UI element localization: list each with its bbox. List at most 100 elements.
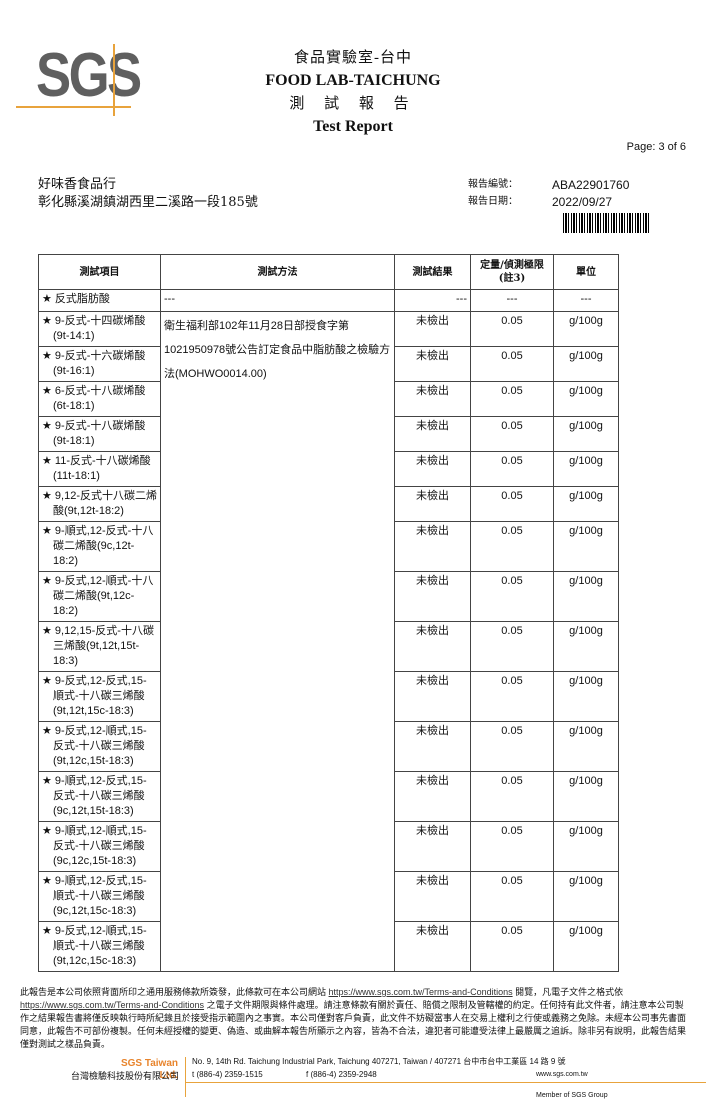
unit-cell: g/100g — [553, 771, 619, 822]
limit-cell: 0.05 — [470, 621, 554, 672]
limit-cell: --- — [470, 289, 554, 312]
limit-cell: 0.05 — [470, 381, 554, 417]
disclaimer-text: 閱覽，凡電子文件之格式依 — [515, 987, 624, 997]
footer: SGS Taiwan Ltd. 台灣檢驗科技股份有限公司 No. 9, 14th… — [0, 1057, 706, 1107]
report-title-zh: 測 試 報 告 — [289, 96, 417, 112]
result-cell: 未檢出 — [394, 416, 471, 452]
unit-cell: g/100g — [553, 671, 619, 722]
result-cell: 未檢出 — [394, 521, 471, 572]
unit-cell: g/100g — [553, 821, 619, 872]
col-header-result: 測試結果 — [394, 254, 471, 290]
footer-address: No. 9, 14th Rd. Taichung Industrial Park… — [192, 1057, 566, 1066]
unit-cell: g/100g — [553, 921, 619, 972]
result-cell: 未檢出 — [394, 671, 471, 722]
table-row: ★ 9-反式,12-順式,15-反式-十八碳三烯酸(9t,12c,15t-18:… — [38, 721, 619, 772]
disclaimer: 此報告是本公司依照背面所印之通用服務條款所簽發，此條款可在本公司網站 https… — [20, 986, 690, 1051]
col-header-unit: 單位 — [553, 254, 619, 290]
item-cell: ★ 9-順式,12-反式,15-反式-十八碳三烯酸(9c,12t,15t-18:… — [38, 771, 161, 822]
report-date: 2022/09/27 — [552, 195, 613, 209]
item-cell: ★ 9-反式,12-順式-十八碳二烯酸(9t,12c-18:2) — [38, 571, 161, 622]
footer-company-zh: 台灣檢驗科技股份有限公司 — [70, 1072, 179, 1082]
method-cell: --- — [160, 289, 395, 312]
result-cell: 未檢出 — [394, 621, 471, 672]
footer-divider — [185, 1057, 186, 1097]
table-row: ★ 9,12-反式十八碳二烯酸(9t,12t-18:2) 未檢出 0.05 g/100… — [38, 486, 619, 522]
results-table: 測試項目 測試方法 測試結果 定量/偵測極限(註3) 單位 ★ 反式脂肪酸 --… — [38, 254, 619, 972]
limit-cell: 0.05 — [470, 346, 554, 382]
limit-cell: 0.05 — [470, 571, 554, 622]
limit-cell: 0.05 — [470, 311, 554, 347]
table-row: ★ 反式脂肪酸 --- --- --- --- — [38, 289, 619, 312]
lab-name-en: FOOD LAB-TAICHUNG — [265, 72, 441, 89]
limit-cell: 0.05 — [470, 521, 554, 572]
item-cell: ★ 9-反式,12-反式,15-順式-十八碳三烯酸(9t,12t,15c-18:… — [38, 671, 161, 722]
table-row: ★ 9-順式,12-反式,15-反式-十八碳三烯酸(9c,12t,15t-18:… — [38, 771, 619, 822]
table-header-row: 測試項目 測試方法 測試結果 定量/偵測極限(註3) 單位 — [38, 254, 619, 290]
col-header-limit: 定量/偵測極限(註3) — [470, 254, 554, 290]
item-cell: ★ 6-反式-十八碳烯酸(6t-18:1) — [38, 381, 161, 417]
limit-cell: 0.05 — [470, 671, 554, 722]
item-cell: ★ 9,12-反式十八碳二烯酸(9t,12t-18:2) — [38, 486, 161, 522]
limit-cell: 0.05 — [470, 771, 554, 822]
footer-web: www.sgs.com.tw — [536, 1071, 588, 1078]
limit-cell: 0.05 — [470, 416, 554, 452]
logo-line — [113, 44, 115, 116]
unit-cell: g/100g — [553, 381, 619, 417]
lab-name-zh: 食品實驗室-台中 — [294, 50, 412, 66]
unit-cell: g/100g — [553, 871, 619, 922]
item-cell: ★ 反式脂肪酸 — [38, 289, 161, 312]
limit-cell: 0.05 — [470, 721, 554, 772]
table-row: ★ 9-反式-十六碳烯酸(9t-16:1) 未檢出 0.05 g/100g — [38, 346, 619, 382]
result-cell: 未檢出 — [394, 486, 471, 522]
table-row: ★ 9-反式-十四碳烯酸(9t-14:1) 衛生福利部102年11月28日部授食字… — [38, 311, 619, 972]
footer-member: Member of SGS Group — [536, 1092, 608, 1099]
table-row: ★ 11-反式-十八碳烯酸(11t-18:1) 未檢出 0.05 g/100g — [38, 451, 619, 487]
result-cell: 未檢出 — [394, 571, 471, 622]
item-cell: ★ 9-反式-十八碳烯酸(9t-18:1) — [38, 416, 161, 452]
limit-cell: 0.05 — [470, 921, 554, 972]
limit-cell: 0.05 — [470, 821, 554, 872]
item-cell: ★ 9-順式,12-反式-十八碳二烯酸(9c,12t-18:2) — [38, 521, 161, 572]
table-row: ★ 9-反式,12-順式,15-順式-十八碳三烯酸(9t,12c,15c-18:… — [38, 921, 619, 972]
unit-cell: g/100g — [553, 311, 619, 347]
result-cell: 未檢出 — [394, 721, 471, 772]
footer-tel: t (886-4) 2359-1515 — [192, 1070, 263, 1079]
result-cell: 未檢出 — [394, 381, 471, 417]
unit-cell: g/100g — [553, 721, 619, 772]
result-cell: 未檢出 — [394, 451, 471, 487]
unit-cell: g/100g — [553, 521, 619, 572]
footer-divider — [185, 1082, 706, 1083]
barcode — [563, 213, 651, 233]
terms-link[interactable]: https://www.sgs.com.tw/Terms-and-Conditi… — [328, 987, 513, 997]
logo-text: SGS — [36, 41, 142, 110]
col-header-method: 測試方法 — [160, 254, 395, 290]
limit-cell: 0.05 — [470, 451, 554, 487]
table-row: ★ 9-順式,12-反式,15-順式-十八碳三烯酸(9c,12t,15c-18:… — [38, 871, 619, 922]
limit-cell: 0.05 — [470, 486, 554, 522]
table-row: ★ 9-順式,12-順式,15-反式-十八碳三烯酸(9c,12c,15t-18:… — [38, 821, 619, 872]
report-body: 測試項目 測試方法 測試結果 定量/偵測極限(註3) 單位 ★ 反式脂肪酸 --… — [0, 254, 706, 1107]
item-cell: ★ 9-順式,12-順式,15-反式-十八碳三烯酸(9c,12c,15t-18:… — [38, 821, 161, 872]
unit-cell: g/100g — [553, 416, 619, 452]
item-cell: ★ 9-反式-十四碳烯酸(9t-14:1) — [38, 311, 161, 347]
result-cell: 未檢出 — [394, 921, 471, 972]
result-cell: 未檢出 — [394, 871, 471, 922]
footer-fax: f (886-4) 2359-2948 — [306, 1070, 377, 1079]
logo-line — [16, 106, 131, 108]
result-cell: 未檢出 — [394, 771, 471, 822]
report-date-label: 報告日期： — [468, 196, 518, 207]
result-cell: 未檢出 — [394, 821, 471, 872]
result-cell: 未檢出 — [394, 346, 471, 382]
page-number: Page: 3 of 6 — [626, 141, 686, 153]
result-cell: 未檢出 — [394, 311, 471, 347]
item-cell: ★ 9,12,15-反式-十八碳三烯酸(9t,12t,15t-18:3) — [38, 621, 161, 672]
table-row: ★ 9-反式,12-順式-十八碳二烯酸(9t,12c-18:2) 未檢出 0.05 g… — [38, 571, 619, 622]
col-header-item: 測試項目 — [38, 254, 161, 290]
limit-cell: 0.05 — [470, 871, 554, 922]
terms-link[interactable]: https://www.sgs.com.tw/Terms-and-Conditi… — [20, 1000, 205, 1010]
unit-cell: g/100g — [553, 621, 619, 672]
method-cell: 衛生福利部102年11月28日部授食字第1021950978號公告訂定食品中脂肪… — [160, 311, 395, 972]
customer-address: 彰化縣溪湖鎮湖西里二溪路一段185號 — [38, 195, 258, 210]
disclaimer-text: 此報告是本公司依照背面所印之通用服務條款所簽發，此條款可在本公司網站 — [20, 987, 327, 997]
